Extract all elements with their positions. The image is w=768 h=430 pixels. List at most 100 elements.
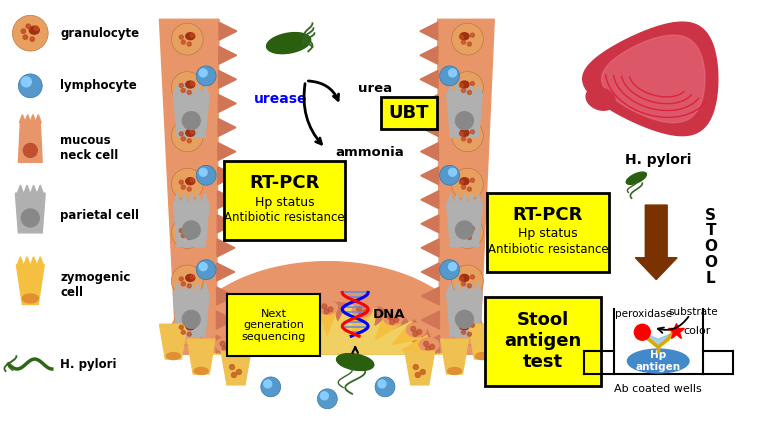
Polygon shape xyxy=(375,306,390,325)
Circle shape xyxy=(452,265,483,297)
Polygon shape xyxy=(420,95,439,112)
Circle shape xyxy=(471,130,475,134)
Ellipse shape xyxy=(216,338,236,352)
Circle shape xyxy=(462,185,465,189)
Circle shape xyxy=(468,187,472,191)
Ellipse shape xyxy=(167,353,180,359)
Circle shape xyxy=(471,33,475,37)
Circle shape xyxy=(171,313,204,345)
Polygon shape xyxy=(462,283,468,292)
Polygon shape xyxy=(38,257,43,265)
Ellipse shape xyxy=(475,353,489,359)
Circle shape xyxy=(187,332,191,336)
Text: Stool
antigen
test: Stool antigen test xyxy=(505,311,581,371)
Circle shape xyxy=(452,120,483,152)
Circle shape xyxy=(239,329,244,335)
Polygon shape xyxy=(455,193,461,203)
Circle shape xyxy=(411,326,415,332)
Circle shape xyxy=(26,24,31,28)
Circle shape xyxy=(181,282,185,286)
FancyArrow shape xyxy=(635,205,677,280)
Text: parietal cell: parietal cell xyxy=(60,209,139,221)
Polygon shape xyxy=(412,329,432,342)
Polygon shape xyxy=(25,115,31,123)
Polygon shape xyxy=(24,185,30,193)
Polygon shape xyxy=(195,283,201,292)
Ellipse shape xyxy=(627,349,689,373)
Circle shape xyxy=(171,120,204,152)
Circle shape xyxy=(199,69,207,77)
Text: Ab coated wells: Ab coated wells xyxy=(614,384,702,394)
Polygon shape xyxy=(254,312,280,339)
Circle shape xyxy=(220,341,225,346)
Ellipse shape xyxy=(186,274,195,281)
Polygon shape xyxy=(217,263,235,281)
Ellipse shape xyxy=(460,129,469,136)
Polygon shape xyxy=(420,119,439,136)
Polygon shape xyxy=(455,283,461,292)
Circle shape xyxy=(22,209,39,227)
Circle shape xyxy=(429,344,435,349)
Polygon shape xyxy=(421,239,439,257)
Circle shape xyxy=(230,365,234,369)
Text: T: T xyxy=(706,224,716,238)
Ellipse shape xyxy=(186,226,195,233)
Circle shape xyxy=(468,284,472,288)
Polygon shape xyxy=(403,319,422,335)
Circle shape xyxy=(393,317,399,322)
Polygon shape xyxy=(217,215,235,233)
Polygon shape xyxy=(219,71,237,88)
Polygon shape xyxy=(218,143,236,160)
Polygon shape xyxy=(19,115,25,123)
Polygon shape xyxy=(195,84,201,94)
Ellipse shape xyxy=(266,33,311,54)
Circle shape xyxy=(235,332,240,336)
Polygon shape xyxy=(475,193,482,203)
Polygon shape xyxy=(468,193,475,203)
Ellipse shape xyxy=(186,129,195,136)
Polygon shape xyxy=(174,84,180,94)
Circle shape xyxy=(199,168,207,176)
Polygon shape xyxy=(333,302,346,320)
Polygon shape xyxy=(421,143,439,160)
Polygon shape xyxy=(30,115,36,123)
Circle shape xyxy=(180,325,184,329)
Circle shape xyxy=(452,23,483,55)
Circle shape xyxy=(324,309,329,314)
Ellipse shape xyxy=(252,311,272,325)
Circle shape xyxy=(359,312,364,316)
Polygon shape xyxy=(31,257,37,265)
Ellipse shape xyxy=(406,323,426,337)
Text: RT-PCR: RT-PCR xyxy=(250,174,319,192)
Ellipse shape xyxy=(448,368,462,375)
Polygon shape xyxy=(202,193,208,203)
Polygon shape xyxy=(219,340,238,353)
Circle shape xyxy=(181,137,185,141)
Circle shape xyxy=(23,144,38,157)
Polygon shape xyxy=(468,283,475,292)
Circle shape xyxy=(425,346,431,351)
Ellipse shape xyxy=(229,323,248,337)
Circle shape xyxy=(171,217,204,249)
Text: RT-PCR: RT-PCR xyxy=(513,206,583,224)
Circle shape xyxy=(180,132,184,136)
Circle shape xyxy=(187,42,191,46)
Ellipse shape xyxy=(336,353,374,371)
Circle shape xyxy=(34,26,38,31)
Polygon shape xyxy=(174,292,209,336)
Circle shape xyxy=(462,89,465,92)
Polygon shape xyxy=(286,303,300,322)
Circle shape xyxy=(415,372,420,378)
Ellipse shape xyxy=(186,178,195,185)
Ellipse shape xyxy=(460,81,469,88)
Polygon shape xyxy=(356,303,369,322)
Polygon shape xyxy=(174,283,180,292)
Polygon shape xyxy=(421,191,439,209)
Circle shape xyxy=(187,284,191,288)
Circle shape xyxy=(452,72,483,103)
Circle shape xyxy=(471,82,475,86)
Polygon shape xyxy=(422,287,439,305)
Circle shape xyxy=(199,263,207,270)
Circle shape xyxy=(462,282,465,286)
Polygon shape xyxy=(448,283,454,292)
